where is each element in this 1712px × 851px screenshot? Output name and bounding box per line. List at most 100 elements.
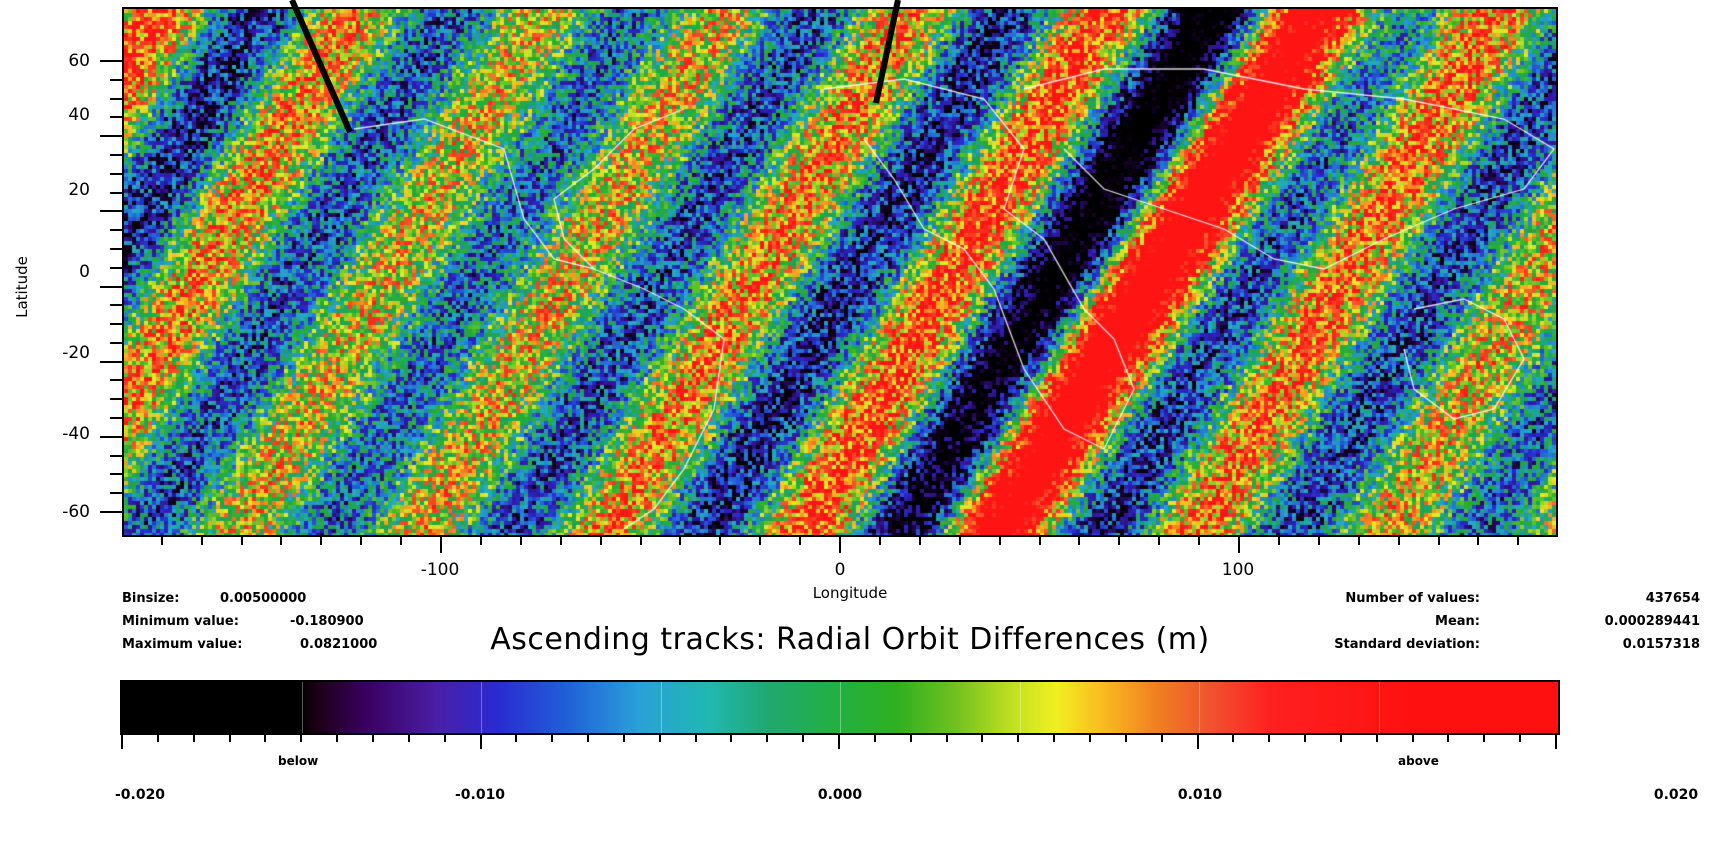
colorbar-divider bbox=[481, 682, 482, 733]
colorbar-major-tick bbox=[1555, 735, 1557, 749]
colorbar-minor-tick bbox=[192, 735, 195, 742]
lat-tick-label: 20 bbox=[68, 180, 90, 200]
lon-minor-tick bbox=[1317, 537, 1320, 545]
lat-major-tick bbox=[100, 511, 122, 514]
lon-tick-label: 100 bbox=[1221, 560, 1255, 580]
lat-minor-tick bbox=[110, 379, 122, 382]
colorbar-minor-tick bbox=[694, 735, 697, 742]
mean-value: 0.000289441 bbox=[1604, 614, 1700, 629]
lat-tick-label: -60 bbox=[62, 502, 90, 522]
colorbar-minor-tick bbox=[873, 735, 876, 742]
mean-label: Mean: bbox=[1435, 614, 1480, 629]
lat-minor-tick bbox=[110, 473, 122, 476]
latitude-axis-title: Latitude bbox=[13, 256, 31, 318]
lon-minor-tick bbox=[519, 537, 522, 545]
lon-minor-tick bbox=[918, 537, 921, 545]
radial-difference-map bbox=[124, 9, 1556, 535]
lat-minor-tick bbox=[110, 266, 122, 269]
lat-major-tick bbox=[100, 135, 122, 138]
chart-title: Ascending tracks: Radial Orbit Differenc… bbox=[490, 622, 1210, 657]
colorbar-minor-tick bbox=[264, 735, 267, 742]
count-label: Number of values: bbox=[1345, 591, 1480, 606]
lon-minor-tick bbox=[799, 537, 802, 545]
colorbar-minor-tick bbox=[1483, 735, 1486, 742]
lon-minor-tick bbox=[1277, 537, 1280, 545]
lon-minor-tick bbox=[559, 537, 562, 545]
binsize-value: 0.00500000 bbox=[220, 591, 307, 606]
lon-minor-tick bbox=[1118, 537, 1121, 545]
lat-minor-tick bbox=[110, 323, 122, 326]
colorbar-minor-tick bbox=[802, 735, 805, 742]
lon-minor-tick bbox=[599, 537, 602, 545]
lon-minor-tick bbox=[679, 537, 682, 545]
colorbar-minor-tick bbox=[1268, 735, 1271, 742]
colorbar-minor-tick bbox=[587, 735, 590, 742]
lon-minor-tick bbox=[1357, 537, 1360, 545]
colorbar-minor-tick bbox=[622, 735, 625, 742]
colorbar-above-label: above bbox=[1398, 754, 1439, 768]
colorbar-divider bbox=[1019, 682, 1021, 733]
lat-minor-tick bbox=[110, 492, 122, 495]
colorbar-divider bbox=[1199, 682, 1200, 733]
colorbar bbox=[120, 680, 1560, 735]
colorbar-divider bbox=[840, 682, 841, 733]
colorbar-minor-tick bbox=[1017, 735, 1020, 742]
lon-minor-tick bbox=[1477, 537, 1480, 545]
lon-major-tick bbox=[1238, 537, 1240, 553]
colorbar-tick-label: 0.010 bbox=[1177, 787, 1223, 803]
lat-minor-tick bbox=[110, 97, 122, 100]
colorbar-minor-tick bbox=[909, 735, 912, 742]
colorbar-major-tick bbox=[479, 735, 482, 749]
lon-minor-tick bbox=[1038, 537, 1041, 545]
binsize-label: Binsize: bbox=[122, 591, 180, 606]
lat-tick-label: 40 bbox=[68, 105, 90, 125]
lat-tick-label: 0 bbox=[79, 262, 90, 282]
lat-minor-tick bbox=[110, 247, 122, 250]
colorbar-major-tick bbox=[121, 735, 123, 749]
lat-minor-tick bbox=[110, 116, 122, 119]
colorbar-major-tick bbox=[1196, 735, 1199, 749]
lon-minor-tick bbox=[400, 537, 403, 545]
colorbar-minor-tick bbox=[156, 735, 159, 742]
lat-minor-tick bbox=[110, 153, 122, 156]
colorbar-minor-tick bbox=[1339, 735, 1342, 742]
lon-minor-tick bbox=[1198, 537, 1201, 545]
colorbar-major-tick bbox=[838, 735, 840, 749]
colorbar-minor-tick bbox=[336, 735, 339, 742]
lon-major-tick bbox=[440, 537, 442, 553]
lat-major-tick bbox=[100, 360, 122, 363]
lat-major-tick bbox=[100, 210, 122, 213]
colorbar-minor-tick bbox=[1124, 735, 1127, 742]
lon-tick-label: 0 bbox=[834, 560, 846, 580]
lon-minor-tick bbox=[320, 537, 323, 545]
colorbar-minor-tick bbox=[730, 735, 733, 742]
colorbar-minor-tick bbox=[1304, 735, 1307, 742]
lon-tick-label: -100 bbox=[420, 560, 460, 580]
lon-minor-tick bbox=[639, 537, 642, 545]
min-value-label: Minimum value: bbox=[122, 614, 239, 629]
longitude-axis-title: Longitude bbox=[812, 584, 888, 602]
lat-minor-tick bbox=[110, 78, 122, 81]
lat-tick-label: 60 bbox=[68, 51, 90, 71]
colorbar-minor-tick bbox=[1088, 735, 1091, 742]
std-label: Standard deviation: bbox=[1334, 637, 1480, 652]
lat-minor-tick bbox=[110, 341, 122, 344]
lon-minor-tick bbox=[1158, 537, 1161, 545]
lon-minor-tick bbox=[1397, 537, 1400, 545]
map-frame bbox=[122, 7, 1558, 537]
lon-minor-tick bbox=[280, 537, 283, 545]
lon-minor-tick bbox=[878, 537, 881, 545]
lon-minor-tick bbox=[1437, 537, 1440, 545]
lat-major-tick bbox=[100, 435, 122, 438]
colorbar-minor-tick bbox=[981, 735, 984, 742]
colorbar-tick-label: 0.020 bbox=[1653, 787, 1699, 803]
std-value: 0.0157318 bbox=[1622, 637, 1700, 652]
lat-major-tick bbox=[100, 60, 122, 62]
colorbar-minor-tick bbox=[1160, 735, 1163, 742]
lat-minor-tick bbox=[110, 398, 122, 401]
colorbar-minor-tick bbox=[551, 735, 554, 742]
colorbar-minor-tick bbox=[945, 735, 948, 742]
max-value: 0.0821000 bbox=[300, 637, 378, 652]
min-value: -0.180900 bbox=[290, 614, 364, 629]
colorbar-minor-tick bbox=[1411, 735, 1414, 742]
